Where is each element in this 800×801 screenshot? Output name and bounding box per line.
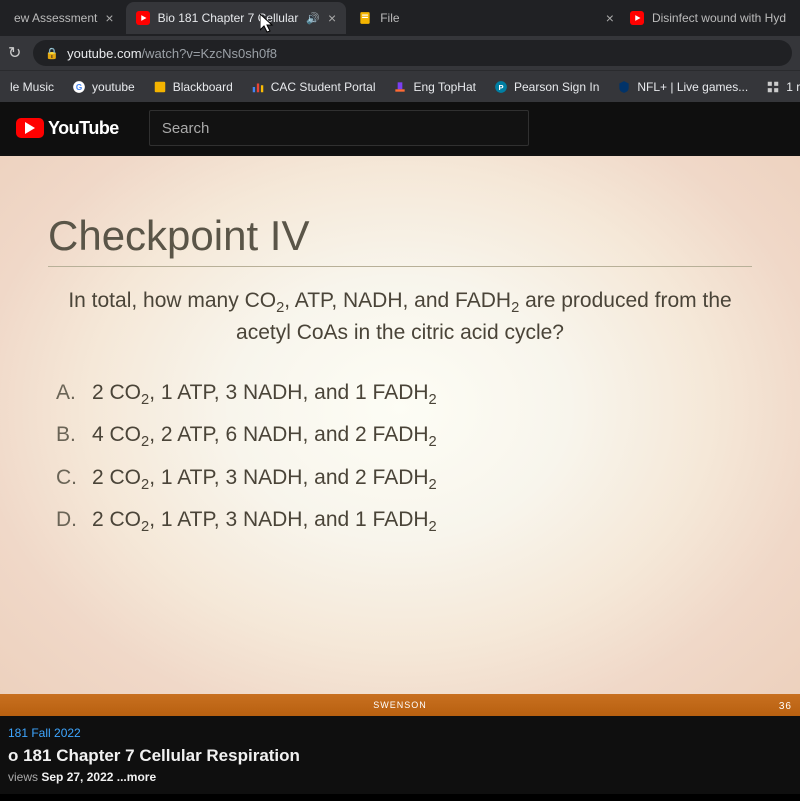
option-text: 2 CO2, 1 ATP, 3 NADH, and 2 FADH2	[92, 458, 437, 500]
tab-label: File	[380, 11, 399, 25]
slide-footer: SWENSON 36	[0, 694, 800, 716]
playlist-link[interactable]: 181 Fall 2022	[8, 726, 792, 740]
tab-label: Bio 181 Chapter 7 Cellular	[158, 11, 299, 25]
video-title: o 181 Chapter 7 Cellular Respiration	[8, 746, 792, 766]
option-letter: D.	[56, 500, 78, 542]
pearson-icon: P	[494, 80, 508, 94]
option-text: 2 CO2, 1 ATP, 3 NADH, and 1 FADH2	[92, 500, 437, 542]
option-letter: A.	[56, 373, 78, 415]
nfl-icon	[617, 80, 631, 94]
docs-icon	[358, 11, 372, 25]
bars-icon	[251, 80, 265, 94]
option-b: B. 4 CO2, 2 ATP, 6 NADH, and 2 FADH2	[56, 415, 752, 457]
slide-options: A. 2 CO2, 1 ATP, 3 NADH, and 1 FADH2 B. …	[48, 373, 752, 541]
bookmarks-bar: le Music G youtube Blackboard CAC Studen…	[0, 70, 800, 102]
svg-text:P: P	[498, 82, 503, 91]
more-button[interactable]: ...more	[117, 770, 156, 784]
close-icon[interactable]: ×	[606, 10, 614, 26]
svg-text:G: G	[76, 82, 82, 91]
views-label: views	[8, 770, 38, 784]
grid-icon	[766, 80, 780, 94]
lock-icon: 🔒	[45, 47, 59, 60]
option-c: C. 2 CO2, 1 ATP, 3 NADH, and 2 FADH2	[56, 458, 752, 500]
bookmark-cac[interactable]: CAC Student Portal	[247, 76, 380, 98]
upload-date: Sep 27, 2022	[41, 770, 113, 784]
url-path: /watch?v=KzcNs0sh0f8	[142, 46, 277, 61]
tab-label: Disinfect wound with Hyd	[652, 11, 786, 25]
bookmark-nfl[interactable]: NFL+ | Live games...	[613, 76, 752, 98]
option-letter: B.	[56, 415, 78, 457]
browser-tabs-bar: ew Assessment × Bio 181 Chapter 7 Cellul…	[0, 0, 800, 36]
youtube-play-icon	[16, 118, 44, 138]
bookmark-tophat[interactable]: Eng TopHat	[389, 76, 480, 98]
tab-youtube-video[interactable]: Bio 181 Chapter 7 Cellular 🔊 ×	[126, 2, 347, 34]
slide-title: Checkpoint IV	[48, 212, 752, 267]
slide-pagenum: 36	[779, 701, 792, 712]
bookmark-resources[interactable]: 1 res	[762, 76, 800, 98]
option-text: 2 CO2, 1 ATP, 3 NADH, and 1 FADH2	[92, 373, 437, 415]
youtube-icon	[630, 11, 644, 25]
youtube-header: YouTube Search	[0, 102, 800, 154]
close-icon[interactable]: ×	[328, 10, 336, 26]
search-placeholder: Search	[162, 120, 210, 137]
search-input[interactable]: Search	[149, 110, 529, 146]
option-d: D. 2 CO2, 1 ATP, 3 NADH, and 1 FADH2	[56, 500, 752, 542]
video-slide: Checkpoint IV In total, how many CO2, AT…	[0, 154, 800, 716]
bookmark-blackboard[interactable]: Blackboard	[149, 76, 237, 98]
option-letter: C.	[56, 458, 78, 500]
tab-assessment[interactable]: ew Assessment ×	[4, 2, 124, 34]
tophat-icon	[393, 80, 407, 94]
tab-label: ew Assessment	[14, 11, 97, 25]
tab-file[interactable]: File	[348, 2, 409, 34]
option-text: 4 CO2, 2 ATP, 6 NADH, and 2 FADH2	[92, 415, 437, 457]
youtube-icon	[136, 11, 150, 25]
tab-disinfect[interactable]: × Disinfect wound with Hyd	[596, 2, 796, 34]
slide-author: SWENSON	[373, 700, 427, 710]
close-icon[interactable]: ×	[105, 10, 113, 26]
option-a: A. 2 CO2, 1 ATP, 3 NADH, and 1 FADH2	[56, 373, 752, 415]
bookmark-youtube[interactable]: G youtube	[68, 76, 139, 98]
video-info: 181 Fall 2022 o 181 Chapter 7 Cellular R…	[0, 716, 800, 794]
video-meta: views Sep 27, 2022 ...more	[8, 770, 792, 784]
youtube-logo[interactable]: YouTube	[16, 118, 119, 139]
bookmark-music[interactable]: le Music	[6, 76, 58, 98]
browser-url-bar: ↻ 🔒 youtube.com/watch?v=KzcNs0sh0f8	[0, 36, 800, 70]
reload-icon[interactable]: ↻	[8, 43, 21, 63]
docs-icon	[153, 80, 167, 94]
bookmark-pearson[interactable]: P Pearson Sign In	[490, 76, 603, 98]
youtube-brand: YouTube	[48, 118, 119, 139]
google-icon: G	[72, 80, 86, 94]
slide-question: In total, how many CO2, ATP, NADH, and F…	[48, 287, 752, 347]
audio-icon: 🔊	[306, 12, 320, 25]
url-input[interactable]: 🔒 youtube.com/watch?v=KzcNs0sh0f8	[33, 40, 792, 66]
url-domain: youtube.com	[67, 46, 141, 61]
